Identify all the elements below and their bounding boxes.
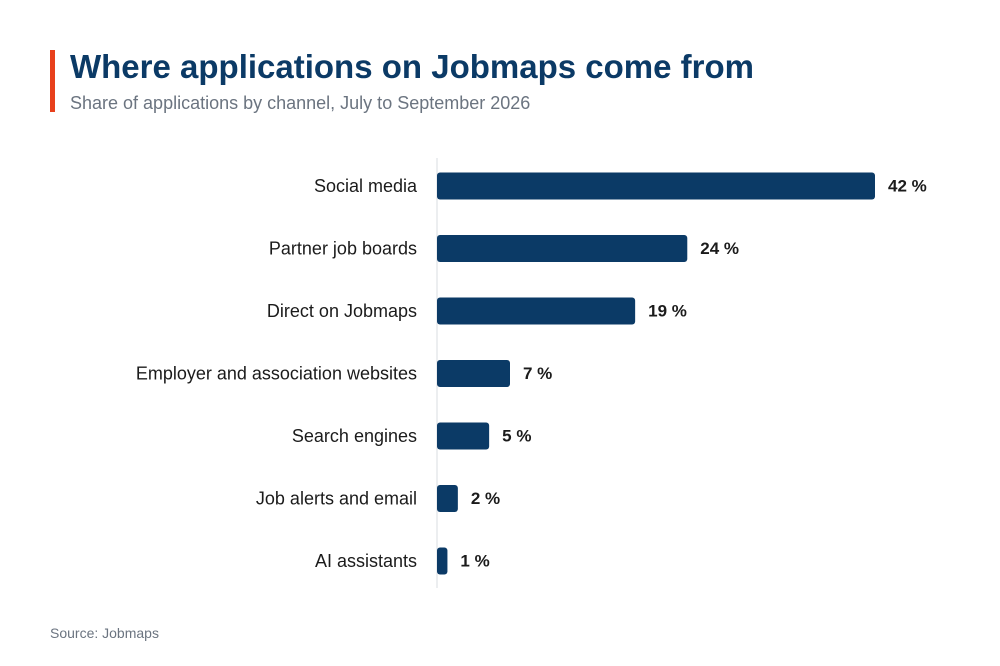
bar	[437, 235, 688, 262]
category-label: Social media	[314, 176, 418, 196]
chart-subtitle: Share of applications by channel, July t…	[70, 93, 531, 113]
value-label: 7 %	[523, 364, 552, 383]
category-label: Job alerts and email	[256, 489, 417, 509]
bar	[437, 422, 490, 450]
bar	[437, 172, 875, 200]
bar	[437, 485, 458, 512]
bar	[437, 547, 448, 575]
value-label: 2 %	[471, 489, 500, 508]
category-label: Partner job boards	[269, 239, 417, 259]
value-label: 42 %	[888, 177, 927, 196]
value-label: 5 %	[502, 427, 531, 446]
category-label: Employer and association websites	[136, 364, 417, 384]
value-label: 19 %	[648, 302, 687, 321]
source-note: Source: Jobmaps	[50, 625, 159, 641]
category-label: Direct on Jobmaps	[267, 301, 417, 321]
category-label: Search engines	[292, 426, 417, 446]
value-label: 1 %	[460, 552, 489, 571]
value-label: 24 %	[700, 239, 739, 258]
bar	[437, 360, 510, 387]
bar	[437, 297, 636, 325]
category-label: AI assistants	[315, 551, 417, 571]
chart-title: Where applications on Jobmaps come from	[70, 48, 754, 85]
title-accent-bar	[50, 50, 55, 112]
